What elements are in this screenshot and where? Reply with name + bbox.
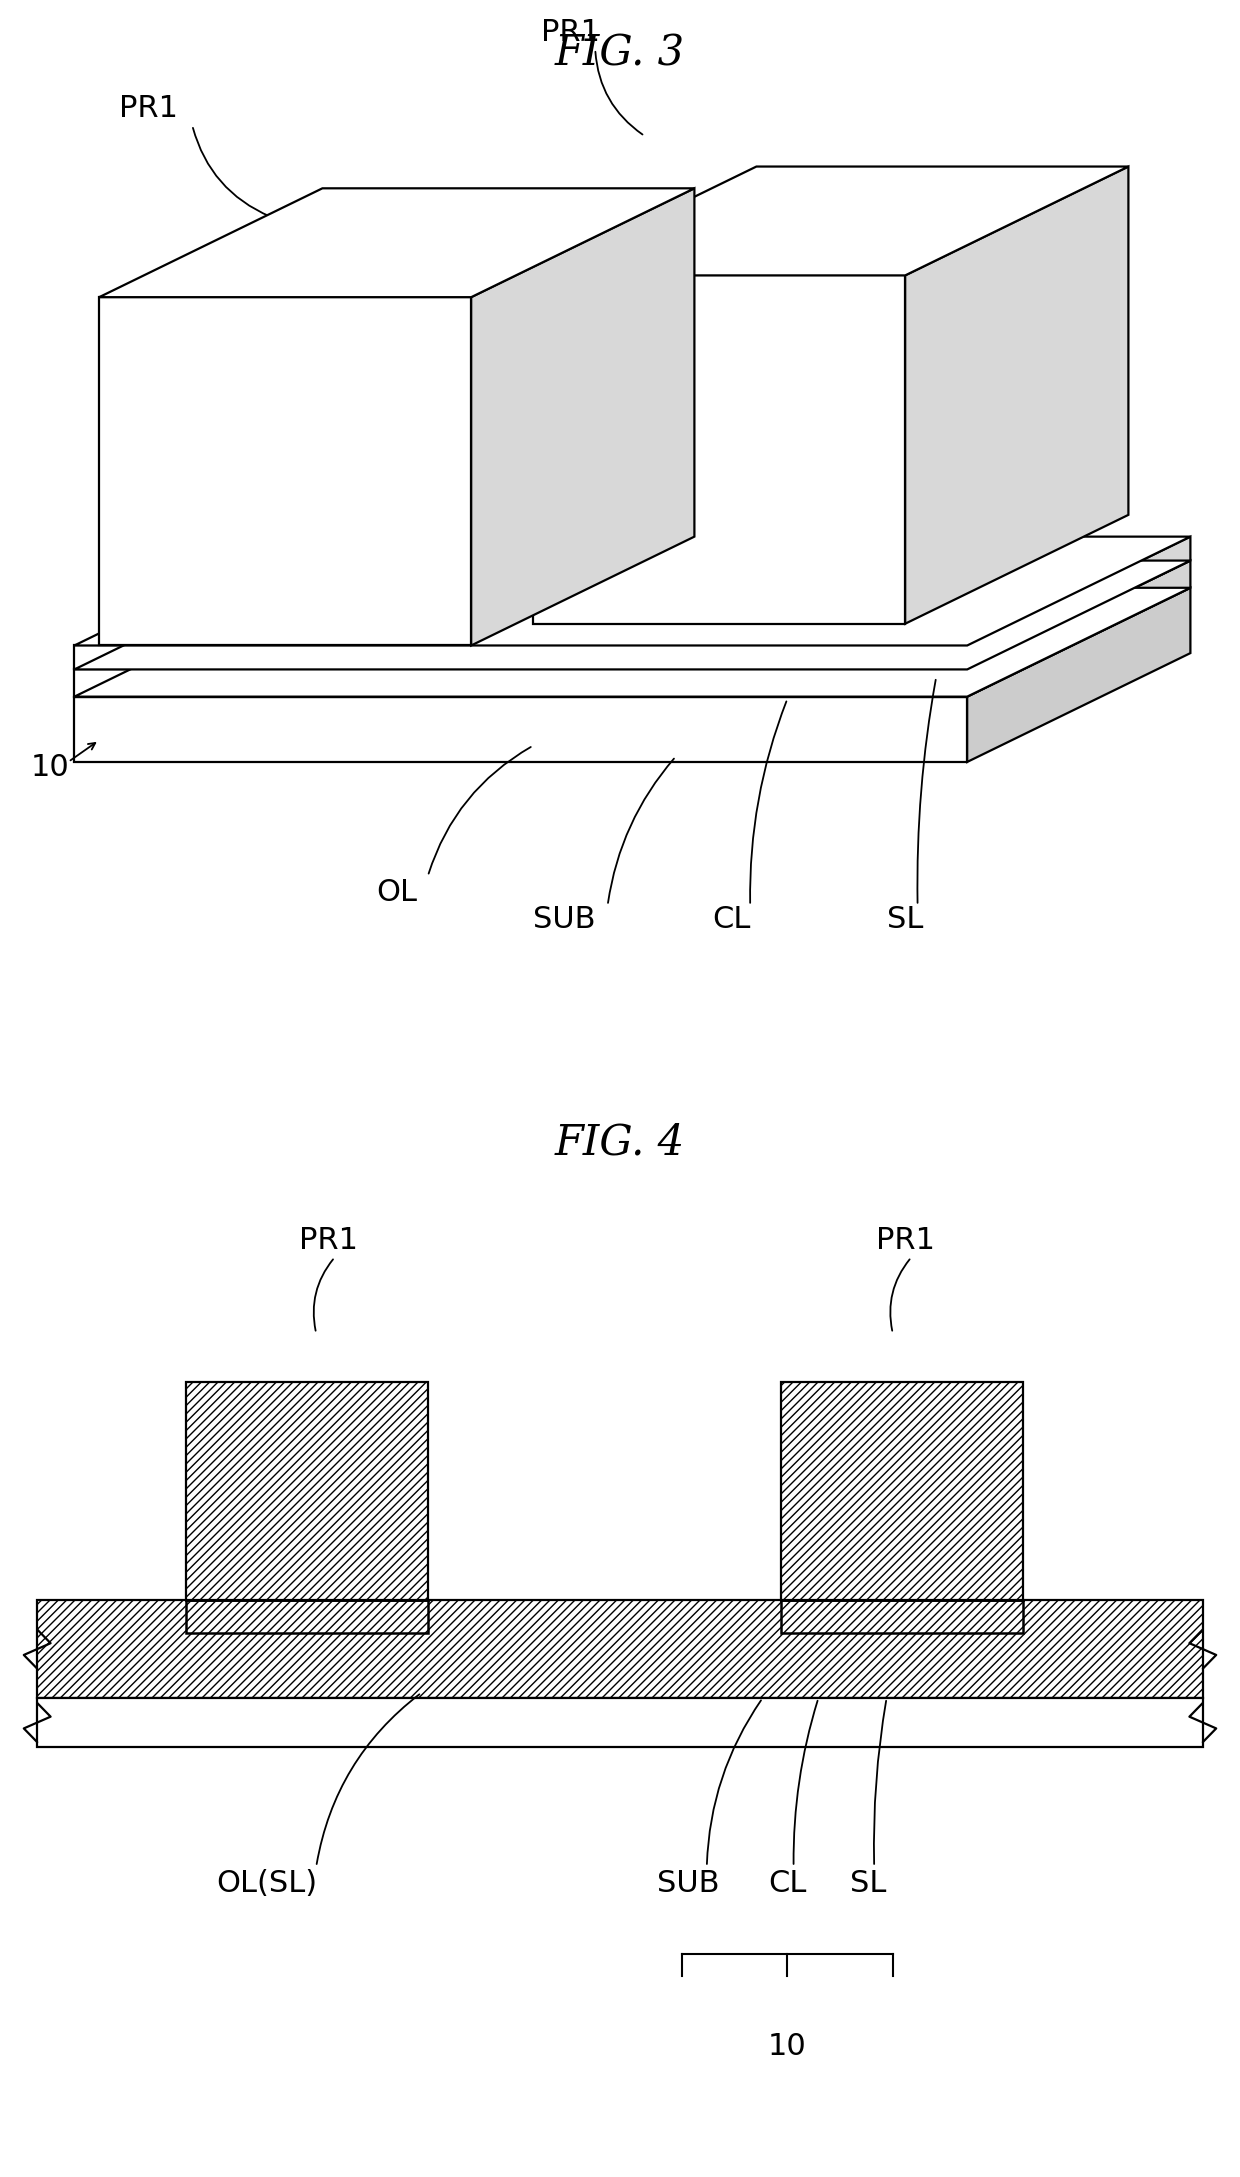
Text: CL: CL: [769, 1868, 806, 1898]
Text: SL: SL: [849, 1868, 887, 1898]
Bar: [781, 1382, 1023, 1600]
Text: PR1: PR1: [541, 17, 600, 48]
Text: SL: SL: [887, 906, 924, 934]
Polygon shape: [967, 588, 1190, 762]
Polygon shape: [99, 296, 471, 644]
Bar: [37, 1600, 1203, 1698]
Polygon shape: [74, 559, 1190, 671]
Polygon shape: [99, 189, 694, 296]
Polygon shape: [74, 697, 967, 762]
Polygon shape: [967, 536, 1190, 671]
Bar: [781, 1600, 1023, 1633]
Text: 10: 10: [30, 753, 69, 782]
Bar: [186, 1600, 428, 1633]
Text: SUB: SUB: [533, 906, 595, 934]
Polygon shape: [533, 274, 905, 623]
Polygon shape: [533, 168, 1128, 274]
Text: SUB: SUB: [657, 1868, 719, 1898]
Text: PR1: PR1: [119, 94, 179, 124]
Text: CL: CL: [713, 906, 750, 934]
Polygon shape: [967, 559, 1190, 697]
Text: OL: OL: [376, 877, 418, 908]
Text: FIG. 3: FIG. 3: [556, 33, 684, 74]
Text: 10: 10: [768, 2031, 807, 2062]
Polygon shape: [74, 536, 1190, 644]
Polygon shape: [471, 189, 694, 644]
Text: FIG. 4: FIG. 4: [556, 1121, 684, 1163]
Bar: [37, 1698, 1203, 1746]
Polygon shape: [74, 671, 967, 697]
Text: PR1: PR1: [299, 1226, 358, 1256]
Text: OL(SL): OL(SL): [216, 1868, 317, 1898]
Polygon shape: [74, 588, 1190, 697]
Polygon shape: [74, 644, 967, 671]
Bar: [186, 1382, 428, 1600]
Text: PR1: PR1: [875, 1226, 935, 1256]
Polygon shape: [905, 168, 1128, 623]
